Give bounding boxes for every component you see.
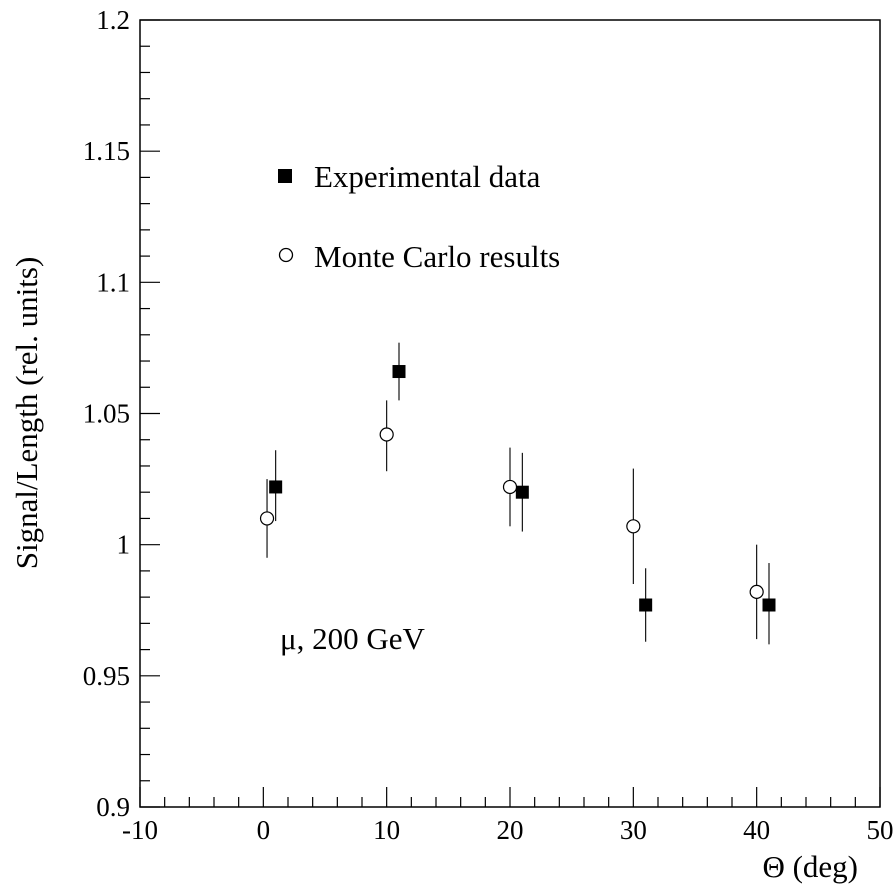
legend-label-monte-carlo: Monte Carlo results <box>314 239 560 274</box>
monte-carlo-data-point <box>749 584 764 599</box>
experimental-data-point <box>392 365 406 379</box>
monte-carlo-data-point <box>259 511 275 526</box>
plot-frame <box>139 19 881 808</box>
x-tick-label: 0 <box>257 815 271 845</box>
legend-marker-experimental <box>278 169 292 183</box>
y-tick-label: 0.9 <box>96 792 130 822</box>
y-tick-label: 1 <box>117 530 131 560</box>
x-tick-label: 50 <box>867 815 894 845</box>
legend-marker-monte-carlo <box>278 247 294 263</box>
x-axis-title: Θ (deg) <box>762 849 858 884</box>
monte-carlo-data-point <box>379 427 394 442</box>
y-tick-label: 0.95 <box>83 661 130 691</box>
x-tick-label: 30 <box>620 815 647 845</box>
experimental-data-point <box>762 598 776 612</box>
experimental-data-point <box>639 598 653 612</box>
y-tick-label: 1.2 <box>96 5 130 35</box>
data-points <box>259 342 776 645</box>
legend-label-experimental: Experimental data <box>314 159 541 194</box>
y-axis-title: Signal/Length (rel. units) <box>9 257 44 570</box>
y-tick-label: 1.05 <box>83 399 130 429</box>
x-tick-label: -10 <box>122 815 158 845</box>
chart-annotation: μ, 200 GeV <box>280 621 426 656</box>
legend: Experimental data Monte Carlo results <box>278 159 560 274</box>
y-axis-ticks: 0.9 0.95 1 1.05 1.1 1.15 1.2 <box>83 5 160 822</box>
x-tick-label: 20 <box>497 815 524 845</box>
experimental-data-point <box>515 485 529 499</box>
monte-carlo-data-point <box>626 519 641 534</box>
x-axis-ticks: -10 0 10 20 30 40 50 <box>122 787 894 845</box>
y-tick-label: 1.15 <box>83 136 130 166</box>
x-tick-label: 10 <box>373 815 400 845</box>
monte-carlo-data-point <box>502 479 518 495</box>
y-tick-label: 1.1 <box>96 267 130 297</box>
x-tick-label: 40 <box>743 815 770 845</box>
experimental-data-point <box>269 480 283 494</box>
